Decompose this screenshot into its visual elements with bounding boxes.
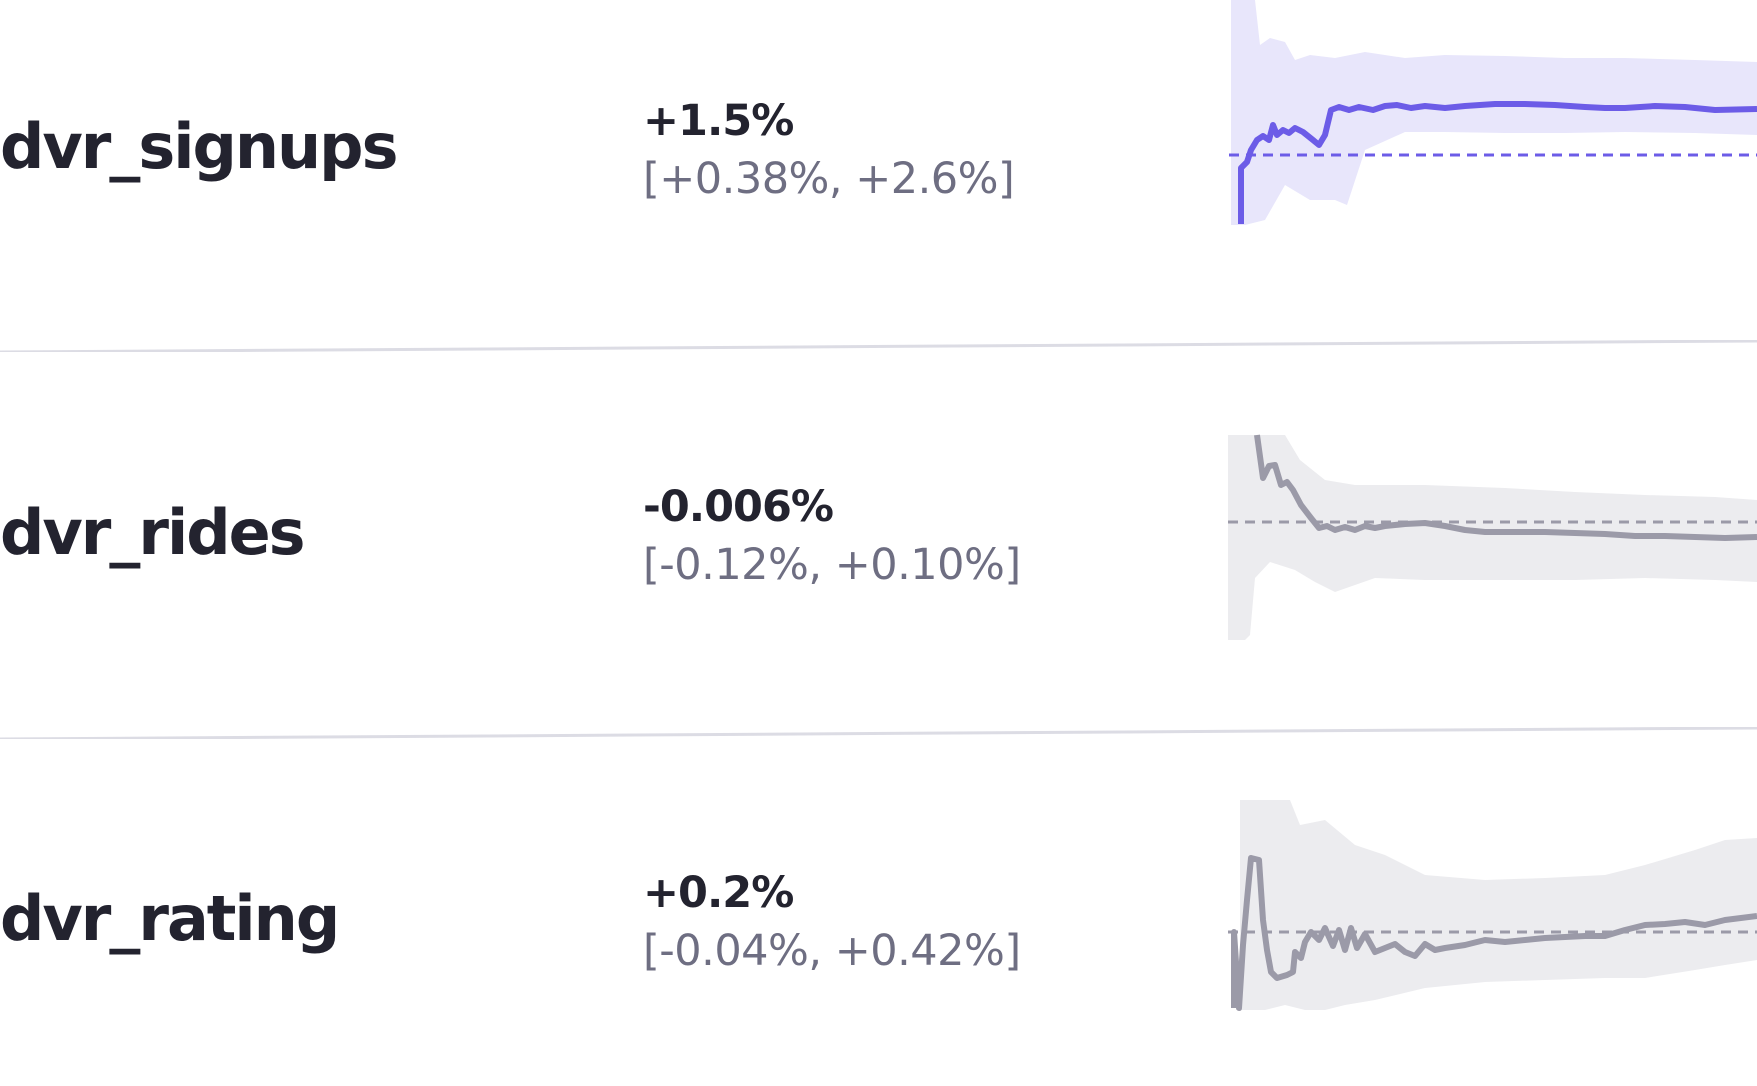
confidence-interval: [+0.38%, +2.6%] bbox=[643, 154, 1015, 204]
cumulative-lift-sparkline bbox=[1225, 430, 1757, 670]
lift-value: -0.006% bbox=[643, 482, 834, 532]
confidence-band bbox=[1240, 800, 1757, 1010]
metric-row-dvr-rides[interactable]: dvr_rides -0.006% [-0.12%, +0.10%] bbox=[0, 360, 1757, 700]
metric-name: dvr_signups bbox=[0, 110, 398, 183]
metric-row-dvr-rating[interactable]: dvr_rating +0.2% [-0.04%, +0.42%] bbox=[0, 746, 1757, 1086]
cumulative-lift-sparkline bbox=[1225, 0, 1757, 240]
confidence-interval: [-0.04%, +0.42%] bbox=[643, 926, 1021, 976]
row-divider bbox=[0, 340, 1757, 352]
metric-name: dvr_rides bbox=[0, 496, 306, 569]
confidence-band bbox=[1228, 435, 1757, 640]
lift-line bbox=[1254, 434, 1757, 541]
confidence-interval: [-0.12%, +0.10%] bbox=[643, 540, 1021, 590]
lift-value: +0.2% bbox=[643, 868, 794, 918]
lift-line bbox=[1231, 855, 1757, 1011]
lift-value: +1.5% bbox=[643, 96, 794, 146]
confidence-band bbox=[1231, 0, 1757, 225]
metric-row-dvr-signups[interactable]: dvr_signups +1.5% [+0.38%, +2.6%] bbox=[0, 0, 1757, 340]
row-divider bbox=[0, 727, 1757, 739]
cumulative-lift-sparkline bbox=[1225, 800, 1757, 1040]
lift-line bbox=[1238, 101, 1757, 224]
metric-name: dvr_rating bbox=[0, 882, 340, 955]
